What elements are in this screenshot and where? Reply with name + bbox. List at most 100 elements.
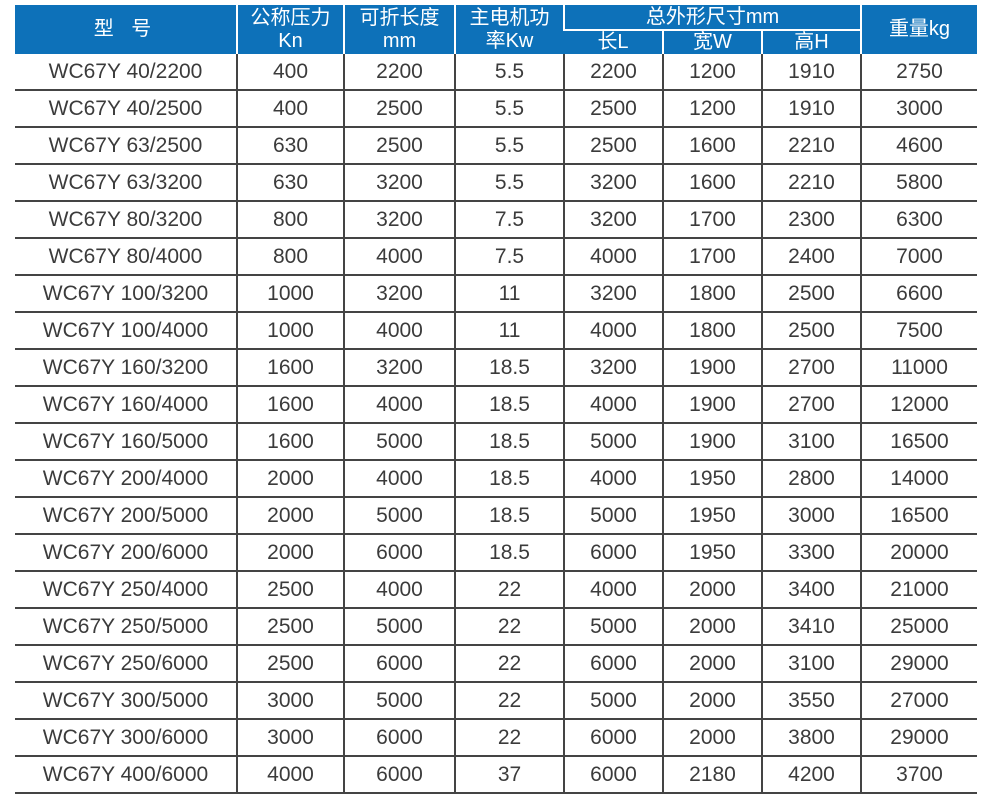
- cell-nominal-pressure: 2500: [237, 644, 345, 682]
- cell-motor-power: 22: [455, 644, 565, 682]
- cell-dim-width: 1950: [663, 496, 763, 534]
- cell-dim-height: 2800: [762, 459, 862, 497]
- cell-nominal-pressure: 2000: [237, 496, 345, 534]
- cell-bending-length: 4000: [344, 237, 456, 275]
- cell-bending-length: 4000: [344, 570, 456, 608]
- cell-dim-width: 1800: [663, 311, 763, 349]
- cell-nominal-pressure: 630: [237, 126, 345, 164]
- cell-motor-power: 5.5: [455, 89, 565, 127]
- table-row: WC67Y 160/3200 1600 3200 18.5 3200 1900 2700 11…: [15, 348, 977, 386]
- cell-motor-power: 22: [455, 718, 565, 756]
- cell-motor-power: 18.5: [455, 459, 565, 497]
- table-row: WC67Y 63/2500 630 2500 5.5 2500 1600 2210 4600: [15, 126, 977, 164]
- table-row: WC67Y 40/2500 400 2500 5.5 2500 1200 1910 3000: [15, 89, 977, 127]
- cell-dim-height: 2210: [762, 126, 862, 164]
- cell-dim-width: 2000: [663, 607, 763, 645]
- cell-model: WC67Y 300/6000: [15, 718, 238, 756]
- cell-nominal-pressure: 400: [237, 89, 345, 127]
- table-row: WC67Y 160/4000 1600 4000 18.5 4000 1900 2700 12…: [15, 385, 977, 423]
- cell-dim-length: 5000: [564, 496, 664, 534]
- cell-nominal-pressure: 1000: [237, 311, 345, 349]
- table-row: WC67Y 80/4000 800 4000 7.5 4000 1700 2400 7000: [15, 237, 977, 275]
- cell-dim-width: 2000: [663, 718, 763, 756]
- cell-bending-length: 2500: [344, 126, 456, 164]
- cell-motor-power: 7.5: [455, 237, 565, 275]
- table-row: WC67Y 200/6000 2000 6000 18.5 6000 1950 3300 20…: [15, 533, 977, 571]
- cell-dim-width: 1800: [663, 274, 763, 312]
- column-header-bending-length-label: 可折长度: [359, 7, 440, 30]
- cell-motor-power: 18.5: [455, 496, 565, 534]
- cell-dim-length: 5000: [564, 422, 664, 460]
- cell-dim-width: 2000: [663, 570, 763, 608]
- column-header-nominal-pressure-label: 公称压力: [250, 7, 331, 30]
- cell-dim-length: 3200: [564, 274, 664, 312]
- cell-motor-power: 11: [455, 274, 565, 312]
- cell-model: WC67Y 200/5000: [15, 496, 238, 534]
- table-row: WC67Y 100/4000 1000 4000 11 4000 1800 2500 7500: [15, 311, 977, 349]
- cell-motor-power: 22: [455, 570, 565, 608]
- cell-nominal-pressure: 2000: [237, 459, 345, 497]
- cell-dim-height: 3800: [762, 718, 862, 756]
- cell-weight: 2750: [896, 59, 943, 83]
- cell-nominal-pressure: 800: [237, 237, 345, 275]
- cell-motor-power: 18.5: [455, 533, 565, 571]
- cell-bending-length: 6000: [344, 718, 456, 756]
- cell-dim-length: 6000: [564, 533, 664, 571]
- cell-weight: 27000: [861, 681, 977, 719]
- cell-bending-length: 4000: [344, 385, 456, 423]
- cell-model: WC67Y 160/4000: [15, 385, 238, 423]
- column-header-main-motor-power-unit: 率Kw: [485, 29, 534, 52]
- cell-dim-height: 2400: [762, 237, 862, 275]
- column-header-overall-dimensions-label: 总外形尺寸mm: [645, 5, 780, 28]
- cell-weight: 25000: [861, 607, 977, 645]
- column-header-length-l: 长L: [564, 30, 663, 54]
- cell-motor-power: 22: [455, 607, 565, 645]
- table-row: WC67Y 250/6000 2500 6000 22 6000 2000 3100 2900…: [15, 644, 977, 682]
- cell-nominal-pressure: 1600: [237, 385, 345, 423]
- cell-nominal-pressure: 3000: [237, 681, 345, 719]
- cell-dim-length: 5000: [564, 607, 664, 645]
- cell-bending-length: 5000: [344, 681, 456, 719]
- cell-dim-height: 2700: [762, 385, 862, 423]
- cell-model: WC67Y 250/4000: [15, 570, 238, 608]
- cell-dim-length: 4000: [564, 385, 664, 423]
- cell-motor-power: 5.5: [455, 126, 565, 164]
- cell-bending-length: 3200: [344, 200, 456, 238]
- cell-dim-height: 2300: [762, 200, 862, 238]
- cell-nominal-pressure: 800: [237, 200, 345, 238]
- cell-weight: 12000: [861, 385, 977, 423]
- cell-bending-length: 3200: [344, 348, 456, 386]
- cell-dim-height: 2210: [762, 163, 862, 201]
- cell-dim-width: 1600: [663, 163, 763, 201]
- cell-nominal-pressure: 1000: [237, 274, 345, 312]
- cell-motor-power: 22: [455, 681, 565, 719]
- cell-dim-height: 3000: [762, 496, 862, 534]
- cell-dim-width: 1700: [663, 237, 763, 275]
- column-header-overall-dimensions: 总外形尺寸mm: [563, 5, 861, 31]
- cell-dim-height: 2500: [762, 311, 862, 349]
- cell-dim-width: 1900: [663, 422, 763, 460]
- column-header-nominal-pressure: 公称压力 Kn: [236, 5, 344, 54]
- column-header-height-h: 高H: [761, 30, 861, 54]
- cell-dim-length: 6000: [564, 718, 664, 756]
- cell-dim-width: 1950: [663, 533, 763, 571]
- cell-nominal-pressure: 630: [237, 163, 345, 201]
- column-header-main-motor-power: 主电机功 率Kw: [454, 5, 564, 54]
- column-header-nominal-pressure-unit: Kn: [278, 29, 303, 52]
- column-header-weight-label: 重量kg: [888, 18, 951, 41]
- column-header-length-l-label: 长L: [597, 31, 629, 54]
- cell-dim-height: 3100: [762, 644, 862, 682]
- column-header-model-label: 型 号: [93, 18, 158, 41]
- cell-dim-length: 2500: [564, 89, 664, 127]
- cell-model: WC67Y 40/2500: [15, 89, 238, 127]
- table-row: WC67Y 300/5000 3000 5000 22 5000 2000 3550 2700…: [15, 681, 977, 719]
- cell-dim-height: 2500: [762, 274, 862, 312]
- cell-dim-length: 4000: [564, 237, 664, 275]
- cell-bending-length: 2500: [344, 89, 456, 127]
- table-row: WC67Y 250/5000 2500 5000 22 5000 2000 3410 2500…: [15, 607, 977, 645]
- machine-specification-table: 型 号 公称压力 Kn 可折长度 mm 主电机功 率Kw 总外形尺寸mm 重量kg 长…: [15, 5, 977, 794]
- cell-model: WC67Y 300/5000: [15, 681, 238, 719]
- cell-weight: 20000: [861, 533, 977, 571]
- cell-dim-width: 2000: [663, 644, 763, 682]
- table-header: 型 号 公称压力 Kn 可折长度 mm 主电机功 率Kw 总外形尺寸mm 重量kg 长…: [15, 5, 977, 54]
